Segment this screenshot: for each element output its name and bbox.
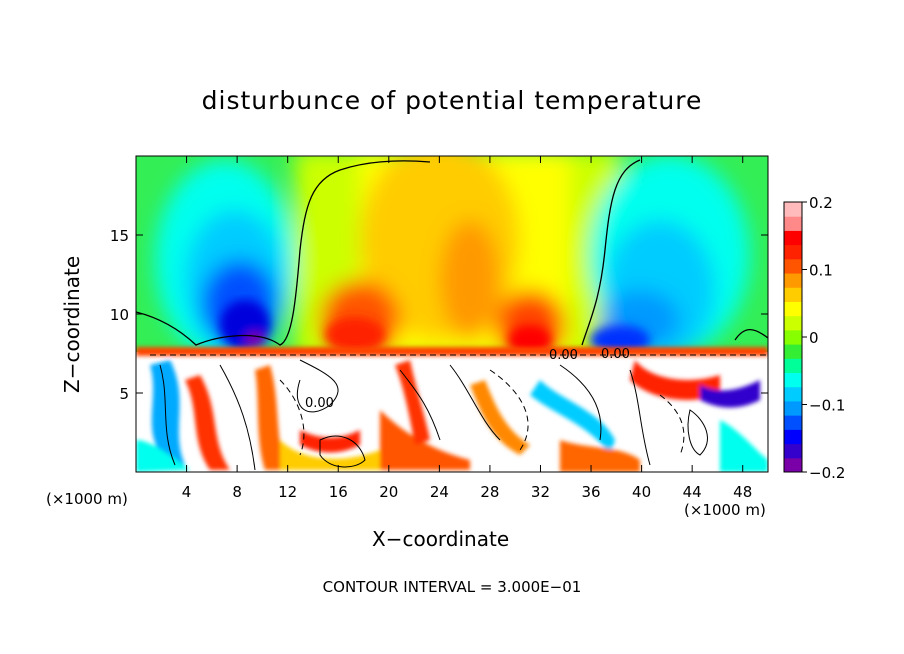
- colorbar-swatch: [784, 258, 802, 274]
- chart-title: disturbunce of potential temperature: [201, 86, 703, 115]
- y-tick-label: 10: [110, 306, 129, 324]
- colorbar-swatch: [784, 358, 802, 374]
- colorbar-tick-label: 0.1: [809, 262, 833, 280]
- colorbar-swatch: [784, 287, 802, 302]
- x-tick-label: 16: [329, 483, 348, 501]
- colorbar-swatch: [784, 329, 802, 345]
- x-tick-label: 32: [531, 483, 550, 501]
- colorbar-tick-label: 0.2: [809, 194, 833, 212]
- contour-label: 0.00: [601, 347, 630, 362]
- colorbar-swatch: [784, 372, 802, 388]
- colorbar-swatch: [784, 415, 802, 430]
- x-tick-label: 36: [581, 483, 600, 501]
- x-tick-label: 28: [480, 483, 499, 501]
- x-tick-label: 8: [232, 483, 242, 501]
- colorbar-swatch: [784, 244, 802, 260]
- y-tick-label: 5: [119, 385, 129, 403]
- x-tick-label: 48: [733, 483, 752, 501]
- colorbar-swatch: [784, 400, 802, 416]
- x-unit-right: (×1000 m): [684, 501, 766, 519]
- colorbar-tick-label: 0: [809, 329, 819, 347]
- contour-interval-note: CONTOUR INTERVAL = 3.000E−01: [322, 578, 582, 596]
- colorbar-swatch: [784, 216, 802, 231]
- x-axis-label: X−coordinate: [372, 527, 510, 551]
- colorbar-swatch: [784, 457, 802, 473]
- x-tick-label: 12: [278, 483, 297, 501]
- y-tick-label: 15: [110, 227, 129, 245]
- y-axis-label: Z−coordinate: [60, 255, 84, 393]
- colorbar-swatch: [784, 386, 802, 402]
- heatmap-field: [136, 156, 768, 472]
- colorbar-swatch: [784, 273, 802, 288]
- x-tick-label: 24: [430, 483, 449, 501]
- x-tick-label: 20: [379, 483, 398, 501]
- contour-label: 0.00: [549, 348, 578, 363]
- colorbar-swatch: [784, 202, 802, 217]
- x-tick-label: 40: [632, 483, 651, 501]
- x-tick-label: 4: [182, 483, 192, 501]
- colorbar-tick-label: −0.2: [809, 464, 845, 482]
- colorbar-swatch: [784, 315, 802, 331]
- contour-label: 0.00: [305, 396, 334, 411]
- colorbar-swatch: [784, 344, 802, 359]
- x-tick-label: 44: [683, 483, 702, 501]
- colorbar-swatch: [784, 429, 802, 445]
- colorbar-swatch: [784, 443, 802, 459]
- colorbar-swatch: [784, 301, 802, 317]
- x-unit-left: (×1000 m): [46, 490, 128, 508]
- colorbar-swatch: [784, 230, 802, 246]
- colorbar-tick-label: −0.1: [809, 397, 845, 415]
